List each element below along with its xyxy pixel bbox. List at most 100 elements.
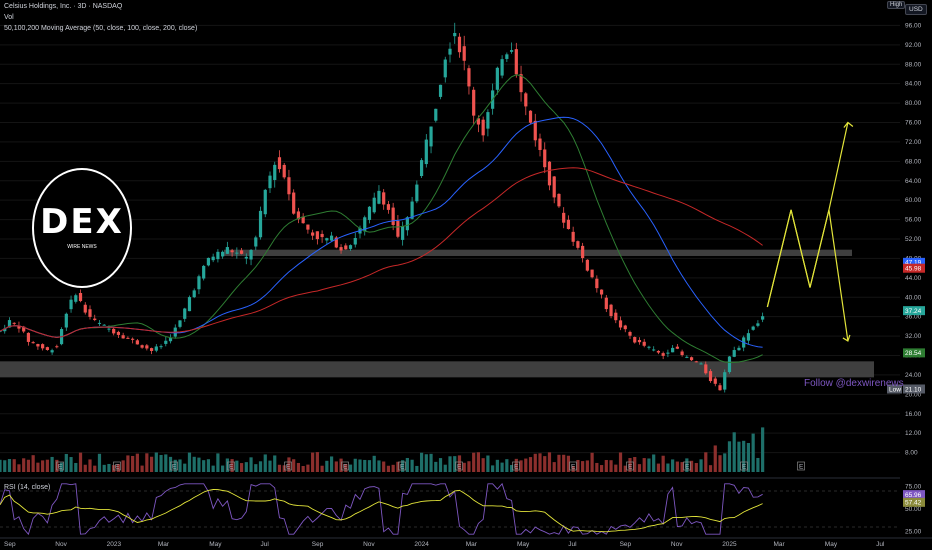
candle-body [713,378,717,384]
y-tick-label: 84.00 [905,81,922,88]
earnings-marker [284,461,292,471]
x-tick-label: Nov [55,541,67,548]
volume-bar [292,459,296,472]
volume-bar [604,459,608,472]
volume-bar [211,465,215,472]
candle-body [83,304,87,313]
candle-body [301,216,305,224]
candle-body [287,177,291,195]
candle-body [230,250,234,253]
candle-body [415,184,419,202]
volume-bar [614,464,618,472]
currency-button[interactable]: USD [905,4,927,15]
volume-bar [533,453,537,472]
volume-bar [694,463,698,472]
x-tick-label: Mar [774,541,786,548]
rsi-ma-line [0,489,763,533]
ma50-line [0,74,763,363]
volume-bar [401,460,405,472]
volume-bar [102,464,106,472]
earnings-marker [113,461,121,471]
volume-bar [372,455,376,472]
y-tick-label: 12.00 [905,430,922,437]
volume-bar [192,456,196,472]
price-tag [903,263,925,273]
candle-body [135,340,139,345]
high-marker: High [887,1,906,9]
earnings-marker-label: E [115,464,120,471]
volume-bar [386,465,391,472]
earnings-marker-label: E [514,464,519,471]
price-tag-label: 45.98 [905,266,922,273]
y-tick-label: 56.00 [905,217,922,224]
candle-body [3,328,7,332]
volume-bar [675,461,679,472]
candle-body [614,312,618,321]
candle-body [524,93,528,107]
x-tick-label: May [517,541,530,548]
volume-bar [97,453,102,472]
volume-bar [116,464,121,472]
volume-bar [756,457,760,472]
volume-bar [93,465,97,472]
candle-body [704,364,708,374]
price-tag-label: 21.10 [905,386,922,393]
volume-bar [325,460,329,472]
y-tick-label: 36.00 [905,314,922,321]
earnings-marker-label: E [286,464,291,471]
candle-body [12,322,16,324]
candle-body [552,176,556,198]
candle-body [116,331,121,335]
candle-body [656,350,661,353]
rsi-value-tag [903,497,925,507]
earnings-marker [398,461,406,471]
candle-body [604,297,608,310]
earnings-marker [56,461,64,471]
volume-bar [135,453,139,472]
candle-body [353,238,357,245]
volume-bar [183,463,187,472]
moving-average-label[interactable]: 50,100,200 Moving Average (50, close, 10… [4,25,198,32]
projection-arrowhead [842,334,851,342]
volume-bar [140,465,144,472]
candle-body [268,175,272,189]
projection-path [766,209,849,342]
candle-body [112,328,116,334]
candle-body [154,346,158,351]
low-tag-label: Low [889,386,901,393]
y-tick-label: 16.00 [905,411,922,418]
candle-body [576,241,580,248]
volume-bar [519,460,523,472]
volume-bar [277,464,282,472]
earnings-marker-label: E [400,464,405,471]
price-tag [903,348,925,358]
rsi-label[interactable]: RSI (14, close) [4,484,51,491]
candle-body [97,322,102,324]
candle-body [618,320,623,328]
rsi-line [0,482,763,536]
candle-body [424,139,428,165]
earnings-marker-label: E [172,464,177,471]
volume-bar [424,454,428,472]
candle-body [325,238,329,241]
rsi-value-tag-label: 57.42 [905,500,922,507]
y-tick-label: 64.00 [905,178,922,185]
x-tick-label: 2024 [414,541,429,548]
volume-bar [434,461,438,472]
candle-body [680,351,684,356]
volume-bar [88,459,92,472]
y-tick-label: 8.00 [905,450,918,457]
volume-bar [320,465,324,472]
candle-body [315,231,319,240]
volume-bar [273,455,277,472]
candle-body [410,201,414,219]
earnings-marker-label: E [58,464,63,471]
volume-bar [618,452,623,472]
price-tag-label: 28.54 [905,350,922,357]
volume-bar [524,458,528,472]
y-tick-label: 92.00 [905,42,922,49]
volume-bar [495,459,499,472]
candle-body [74,295,78,302]
candle-body [689,357,694,361]
earnings-marker [341,461,349,471]
